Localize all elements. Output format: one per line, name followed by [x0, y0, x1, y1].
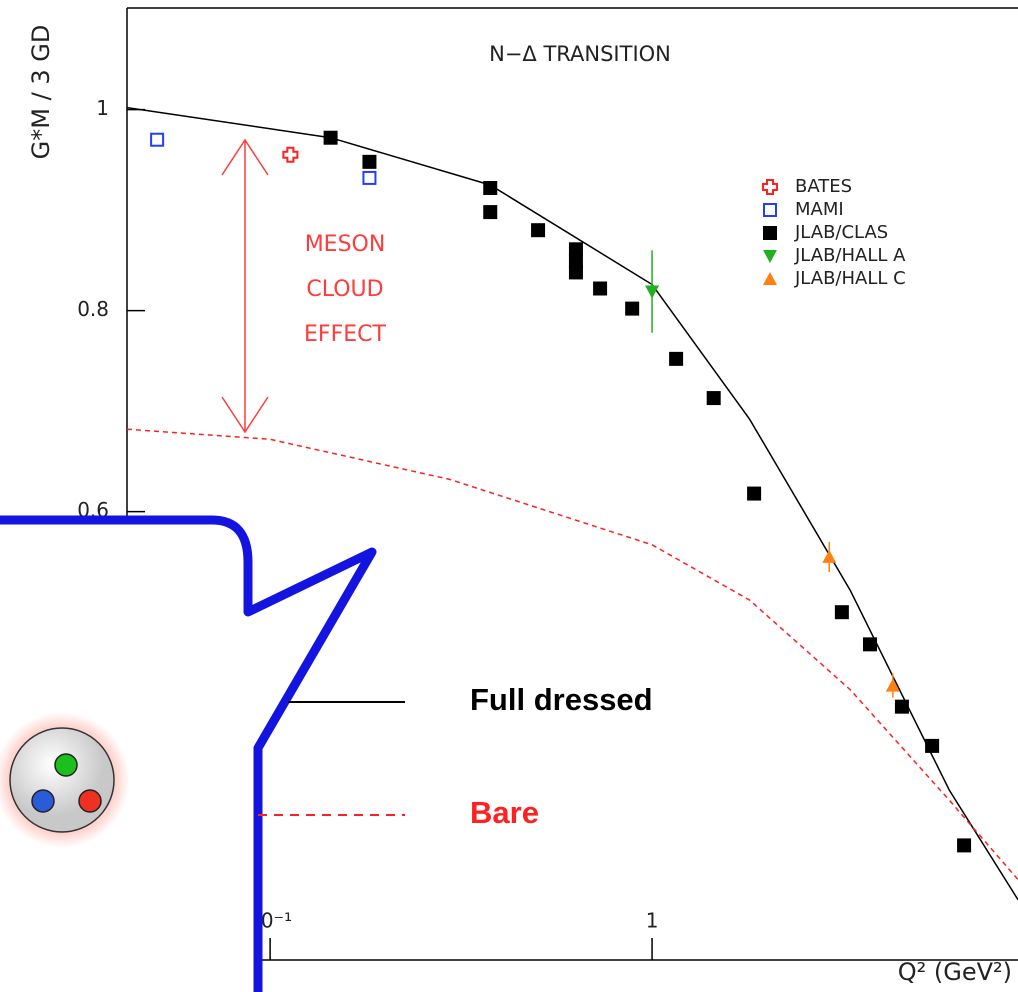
legend-label: MAMI	[795, 199, 844, 220]
curve-legend-label: Bare	[470, 795, 539, 830]
marker-square	[669, 352, 683, 366]
quark-blue	[32, 790, 54, 812]
page: {"chart_data": { "type": "scatter", "tit…	[0, 0, 1018, 992]
chart: 0.60.8110⁻¹1N−Δ TRANSITIONG*M / 3 GDQ² (…	[0, 0, 1018, 992]
y-axis-label: G*M / 3 GD	[27, 25, 55, 160]
marker-square	[362, 155, 376, 169]
marker-square	[925, 739, 939, 753]
marker-square	[747, 487, 761, 501]
marker-square	[835, 605, 849, 619]
marker-triangle-up	[763, 272, 777, 285]
curve-legend-label: Full dressed	[470, 682, 653, 717]
legend-label: BATES	[795, 176, 852, 197]
annotation-arrow	[222, 140, 268, 432]
marker-square	[531, 223, 545, 237]
annotation: MESON	[305, 232, 386, 257]
marker-square	[763, 226, 777, 240]
marker-square	[483, 181, 497, 195]
y-tick-label: 0.8	[77, 297, 109, 321]
quark-green	[55, 754, 77, 776]
marker-open-square	[764, 204, 776, 216]
marker-triangle-up	[822, 550, 836, 563]
baryon-icon	[10, 728, 114, 832]
marker-square	[593, 282, 607, 296]
marker-square	[483, 205, 497, 219]
marker-square	[324, 131, 338, 145]
legend-label: JLAB/HALL C	[794, 268, 906, 289]
annotation: EFFECT	[304, 322, 386, 347]
marker-square	[957, 838, 971, 852]
x-tick-label: 1	[646, 909, 659, 933]
annotation: CLOUD	[306, 277, 383, 302]
chart-title: N−Δ TRANSITION	[489, 42, 671, 66]
marker-open-square	[151, 134, 163, 146]
overlay: Full dressed Bare	[0, 520, 653, 992]
marker-square	[569, 242, 583, 256]
y-tick-label: 1	[96, 96, 109, 120]
marker-square	[569, 265, 583, 279]
legend-label: JLAB/HALL A	[794, 245, 906, 266]
marker-square	[863, 637, 877, 651]
marker-triangle-down	[763, 250, 777, 263]
marker-cross	[283, 148, 297, 162]
legend-label: JLAB/CLAS	[794, 222, 888, 243]
quark-red	[79, 790, 101, 812]
marker-square	[707, 391, 721, 405]
x-axis-label: Q² (GeV²)	[898, 958, 1012, 986]
marker-square	[625, 302, 639, 316]
marker-cross	[763, 180, 777, 194]
marker-open-square	[363, 172, 375, 184]
marker-square	[895, 700, 909, 714]
